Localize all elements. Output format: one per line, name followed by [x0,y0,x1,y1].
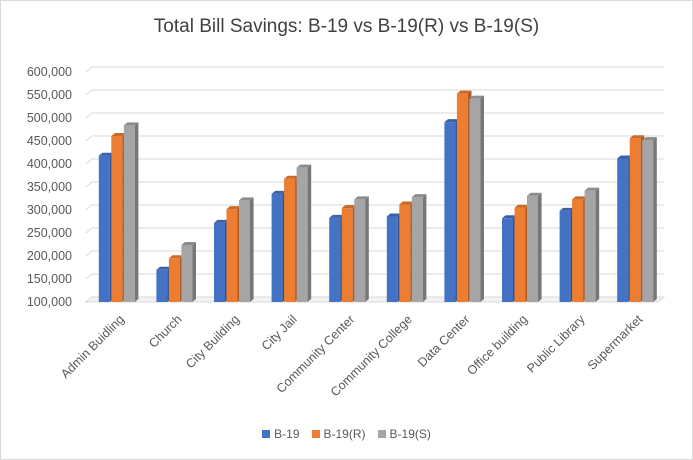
chart-title: Total Bill Savings: B-19 vs B-19(R) vs B… [153,16,540,37]
y-tick-label: 250,000 [27,226,72,240]
legend-item: B-19(S) [377,426,431,441]
gridline [85,158,664,165]
legend-swatch [262,429,271,438]
bar [617,155,632,302]
bar [354,196,369,302]
bar [629,135,645,302]
x-tick-label: Supermarket [585,312,646,373]
y-tick-label: 350,000 [27,180,72,194]
x-tick-label: Public Library [524,312,588,376]
bar [502,215,517,302]
bar [156,266,171,302]
legend-item: B-19 [262,426,300,441]
bar [411,194,427,302]
y-tick-label: 300,000 [27,203,72,217]
y-tick-label: 150,000 [27,272,72,286]
bar [98,152,114,302]
legend-swatch [377,429,386,438]
bar [584,187,600,302]
bar [642,137,657,302]
bar [181,241,196,302]
x-tick-label: Office building [464,312,530,378]
bar [271,190,287,302]
y-tick-label: 400,000 [27,157,72,171]
gridline [85,89,664,96]
legend-label: B-19(R) [323,426,366,441]
y-tick-label: 100,000 [27,295,72,309]
bar [168,255,184,302]
bar [284,175,299,302]
x-tick-label: Admin Buidling [58,312,127,381]
gridline [85,181,664,188]
x-tick-label: City Jail [259,312,300,353]
y-tick-label: 550,000 [27,88,72,102]
x-tick-label: Church [146,312,184,350]
bar [456,90,472,303]
legend: B-19 B-19(R) B-19(S) [0,426,693,441]
bar [123,122,139,302]
bar [111,132,126,302]
legend-swatch [311,429,320,438]
bar [559,207,575,302]
bar [296,164,312,302]
bar [572,196,587,302]
legend-item: B-19(R) [311,426,366,441]
gridline [85,135,664,142]
legend-label: B-19(S) [389,426,431,441]
bar [329,214,344,302]
bar [527,192,542,302]
legend-label: B-19 [274,426,300,441]
bar [226,206,242,302]
bar [399,201,414,302]
bar [214,219,229,302]
bar [386,213,402,302]
x-tick-label: Data Center [415,312,473,370]
gridline [85,66,664,73]
y-tick-label: 500,000 [27,111,72,125]
bar [239,197,254,302]
y-tick-label: 450,000 [27,134,72,148]
bar [444,119,459,302]
bar [341,205,357,302]
y-tick-label: 200,000 [27,249,72,263]
x-tick-label: City Building [183,312,242,371]
y-tick-label: 600,000 [27,65,72,79]
bar [469,95,484,303]
gridline [85,112,664,119]
bar [514,204,530,302]
